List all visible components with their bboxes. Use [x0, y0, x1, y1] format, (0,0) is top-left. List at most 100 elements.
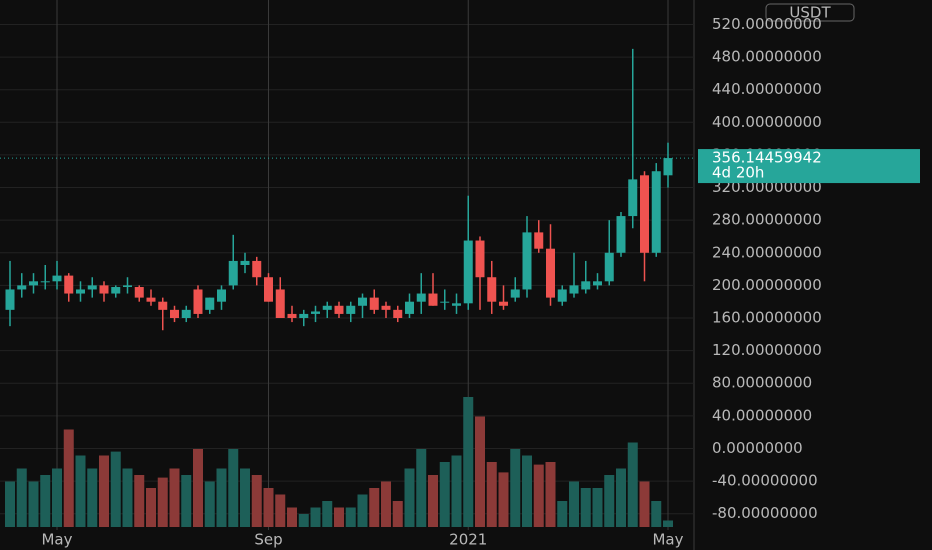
y-tick-label: 240.00000000 [712, 243, 822, 261]
candle-body [369, 297, 379, 310]
volume-bar [663, 520, 673, 527]
candle-body [123, 285, 132, 288]
y-tick-label: -40.00000000 [712, 472, 818, 490]
last-price-label: 356.14459942 [712, 149, 822, 167]
candle-body [87, 285, 97, 290]
candle-body [640, 175, 649, 253]
candle-body [416, 293, 426, 302]
volume-bar [498, 472, 509, 527]
candle-body [534, 232, 544, 249]
volume-bar [533, 464, 544, 527]
candle-body [322, 305, 332, 310]
volume-bar [310, 507, 321, 527]
candle-body [252, 260, 262, 278]
candle-body [64, 275, 74, 294]
candle-body [217, 289, 226, 302]
candle-body [17, 285, 27, 290]
volume-bar [16, 468, 27, 527]
candle-body [405, 301, 414, 314]
candle-body [193, 289, 203, 314]
volume-bar [134, 475, 145, 527]
volume-bar [651, 501, 662, 527]
volume-bar [75, 455, 86, 527]
candle-body [287, 313, 297, 318]
volume-bar [99, 455, 109, 527]
candle-body [146, 297, 156, 302]
candle-body [76, 289, 85, 294]
volume-bar [627, 442, 638, 527]
candle-body [616, 216, 626, 253]
candle-body [499, 301, 508, 306]
candle-body [205, 297, 215, 310]
candle-body [487, 277, 497, 302]
volume-bar [275, 494, 286, 527]
candle-body [29, 281, 38, 286]
x-tick-label: May [41, 531, 72, 549]
x-tick-label: May [652, 531, 683, 549]
y-tick-label: 520.00000000 [712, 15, 822, 33]
volume-bar [345, 507, 356, 527]
candle-body [170, 309, 179, 318]
candle-body [663, 158, 673, 176]
volume-bar [216, 468, 227, 527]
y-tick-label: 440.00000000 [712, 80, 822, 98]
candle-body [334, 305, 344, 314]
volume-bar [404, 468, 415, 527]
x-tick-label: 2021 [449, 531, 487, 549]
volume-bar [322, 501, 333, 527]
candle-body [628, 179, 638, 217]
volume-bar [122, 468, 133, 527]
volume-bar [157, 477, 168, 527]
volume-bar [146, 488, 156, 527]
countdown-label: 4d 20h [712, 164, 764, 182]
volume-bar [181, 475, 192, 527]
candle-body [475, 240, 485, 278]
candle-body [593, 281, 602, 286]
candle-body [604, 252, 614, 282]
volume-bar [287, 507, 297, 527]
y-tick-label: 160.00000000 [712, 309, 822, 327]
volume-bar [439, 462, 450, 527]
volume-bar [381, 481, 391, 527]
candle-body [510, 289, 520, 298]
y-tick-label: 0.00000000 [712, 439, 803, 457]
volume-bar [169, 468, 180, 527]
candle-body [40, 281, 50, 283]
volume-bar [298, 514, 309, 527]
candle-body [52, 275, 62, 282]
candle-body [299, 313, 309, 318]
candle-body [452, 303, 461, 306]
y-tick-label: 80.00000000 [712, 374, 812, 392]
candle-body [581, 281, 591, 290]
candle-body [311, 311, 320, 314]
candle-body [275, 289, 285, 318]
y-tick-label: -80.00000000 [712, 504, 818, 522]
volume-bar [87, 468, 98, 527]
y-tick-label: 400.00000000 [712, 113, 822, 131]
candle-body [569, 285, 579, 294]
volume-bar [416, 449, 427, 527]
volume-bar [110, 451, 121, 527]
last-price-box [698, 149, 920, 184]
y-tick-label: 40.00000000 [712, 406, 812, 424]
volume-bar [392, 501, 403, 527]
volume-bar [545, 462, 556, 527]
volume-bar [522, 455, 532, 527]
volume-bar [592, 488, 603, 527]
volume-bar [357, 494, 368, 527]
candle-body [99, 285, 109, 294]
candle-body [546, 248, 555, 298]
volume-bar [451, 455, 462, 527]
volume-bar [604, 475, 615, 527]
candle-body [358, 297, 367, 306]
candle-body [264, 277, 273, 302]
volume-bar [475, 416, 485, 527]
volume-bar [263, 488, 274, 527]
volume-bar [204, 481, 215, 527]
volume-bar [486, 462, 497, 527]
candle-body [522, 232, 532, 290]
candle-body [440, 301, 450, 303]
volume-bar [510, 449, 521, 527]
volume-bar [28, 481, 39, 527]
